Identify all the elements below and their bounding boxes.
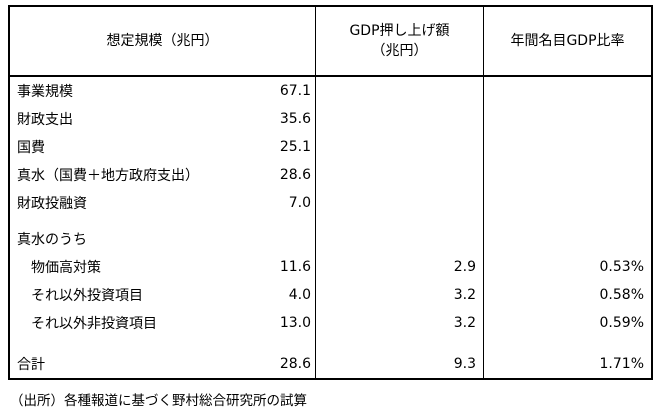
table-row: 財政支出 35.6 bbox=[10, 105, 651, 133]
table-row: それ以外投資項目 4.0 3.2 0.58% bbox=[10, 281, 651, 309]
row-gdp-boost-value: 9.3 bbox=[453, 356, 476, 372]
row-label: 物価高対策 bbox=[31, 260, 101, 276]
row-scale-value: 25.1 bbox=[279, 139, 311, 155]
row-scale-value: 28.6 bbox=[279, 356, 311, 372]
table-row-section-label: 真水のうち bbox=[10, 225, 651, 253]
row-label: 国費 bbox=[17, 140, 45, 156]
row-label: 財政支出 bbox=[17, 112, 73, 128]
row-label: それ以外投資項目 bbox=[31, 288, 143, 304]
row-gdp-boost-value: 3.2 bbox=[453, 315, 476, 331]
row-scale-value: 7.0 bbox=[288, 195, 311, 211]
row-label: 事業規模 bbox=[17, 84, 73, 100]
header-scale: 想定規模（兆円） bbox=[10, 7, 316, 75]
source-note: （出所）各種報道に基づく野村総合研究所の試算 bbox=[10, 393, 307, 409]
row-gdp-ratio-value: 0.58% bbox=[599, 287, 644, 303]
blank-row bbox=[10, 337, 651, 350]
row-scale-value: 13.0 bbox=[279, 315, 311, 331]
estimate-table: 想定規模（兆円） GDP押し上げ額 （兆円） 年間名目GDP比率 事業規模 67… bbox=[8, 5, 653, 380]
row-scale-value: 28.6 bbox=[279, 167, 311, 183]
table-row-total: 合計 28.6 9.3 1.71% bbox=[10, 350, 651, 378]
table-row: 財政投融資 7.0 bbox=[10, 189, 651, 217]
header-gdp-ratio: 年間名目GDP比率 bbox=[510, 32, 625, 49]
table-row: 物価高対策 11.6 2.9 0.53% bbox=[10, 253, 651, 281]
row-label: 合計 bbox=[17, 357, 45, 373]
row-gdp-ratio-value: 0.59% bbox=[599, 315, 644, 331]
row-scale-value: 67.1 bbox=[279, 83, 311, 99]
row-gdp-boost-value: 2.9 bbox=[453, 259, 476, 275]
row-gdp-ratio-value: 1.71% bbox=[599, 356, 644, 372]
table-header-row: 想定規模（兆円） GDP押し上げ額 （兆円） 年間名目GDP比率 bbox=[10, 7, 651, 77]
header-gdp-boost: GDP押し上げ額 （兆円） bbox=[316, 7, 484, 75]
row-label: 真水（国費＋地方政府支出） bbox=[17, 168, 199, 184]
row-scale-value: 4.0 bbox=[288, 287, 311, 303]
table-row: それ以外非投資項目 13.0 3.2 0.59% bbox=[10, 309, 651, 337]
row-label: 財政投融資 bbox=[17, 196, 87, 212]
row-scale-value: 35.6 bbox=[279, 111, 311, 127]
row-gdp-boost-value: 3.2 bbox=[453, 287, 476, 303]
table-row: 真水（国費＋地方政府支出） 28.6 bbox=[10, 161, 651, 189]
blank-row bbox=[10, 217, 651, 225]
table-row: 国費 25.1 bbox=[10, 133, 651, 161]
table-row: 事業規模 67.1 bbox=[10, 77, 651, 105]
row-gdp-ratio-value: 0.53% bbox=[599, 259, 644, 275]
row-scale-value: 11.6 bbox=[279, 259, 311, 275]
row-label: それ以外非投資項目 bbox=[31, 316, 157, 332]
row-label: 真水のうち bbox=[17, 232, 87, 248]
